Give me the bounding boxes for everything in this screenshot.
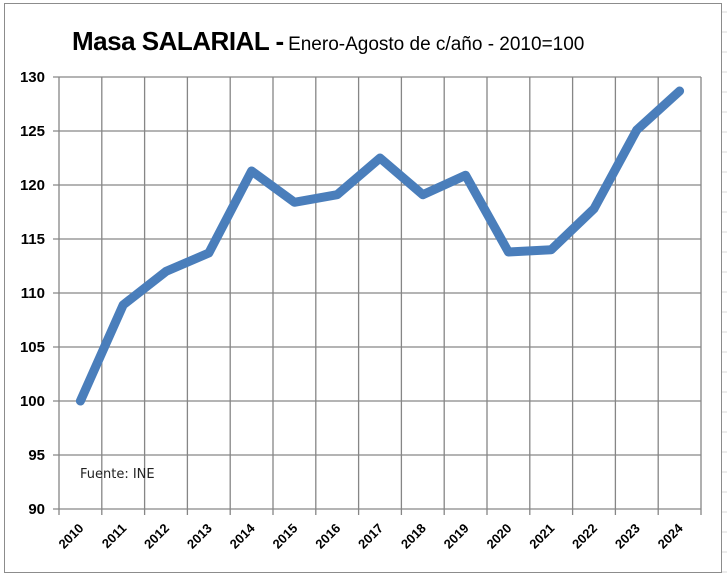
x-tick-label: 2020 <box>483 521 514 552</box>
x-tick-label: 2015 <box>269 521 300 552</box>
y-tick-label: 105 <box>20 339 45 356</box>
y-tick-label: 90 <box>28 501 45 518</box>
data-point <box>636 129 638 131</box>
y-tick-label: 115 <box>21 231 45 248</box>
x-tick-label: 2017 <box>355 521 386 552</box>
data-point <box>79 400 81 402</box>
x-tick-label: 2010 <box>55 521 86 552</box>
data-point <box>251 170 253 172</box>
data-point <box>422 194 424 196</box>
chart-title-main: Masa SALARIAL - <box>72 26 284 56</box>
data-point <box>208 252 210 254</box>
data-point <box>379 157 381 159</box>
data-point <box>465 174 467 176</box>
data-point <box>293 201 295 203</box>
y-tick-label: 110 <box>21 285 45 302</box>
chart-area[interactable] <box>4 3 722 573</box>
x-tick-label: 2014 <box>227 520 259 552</box>
chart-title: Masa SALARIAL - Enero-Agosto de c/año - … <box>72 26 584 57</box>
data-point <box>507 251 509 253</box>
source-annotation: Fuente: INE <box>80 467 155 482</box>
x-tick-label: 2013 <box>184 521 215 552</box>
y-tick-label: 130 <box>20 69 45 86</box>
y-tick-label: 120 <box>20 177 45 194</box>
x-tick-label: 2018 <box>398 521 429 552</box>
y-tick-label: 100 <box>20 393 45 410</box>
data-point <box>165 270 167 272</box>
data-point <box>336 194 338 196</box>
chart-subtitle: Enero-Agosto de c/año - 2010=100 <box>288 34 585 55</box>
y-tick-label: 95 <box>28 447 45 464</box>
x-tick-label: 2012 <box>141 521 172 552</box>
x-tick-label: 2019 <box>441 521 472 552</box>
x-tick-label: 2023 <box>612 521 643 552</box>
data-point <box>550 249 552 251</box>
data-point <box>122 304 124 306</box>
y-tick-label: 125 <box>20 123 45 140</box>
series-line <box>75 86 685 406</box>
x-tick-label: 2016 <box>312 521 343 552</box>
x-tick-label: 2022 <box>569 521 600 552</box>
x-tick-label: 2024 <box>655 520 687 552</box>
data-point <box>679 90 681 92</box>
x-tick-label: 2021 <box>526 521 557 552</box>
x-tick-label: 2011 <box>99 521 130 552</box>
data-point <box>593 208 595 210</box>
